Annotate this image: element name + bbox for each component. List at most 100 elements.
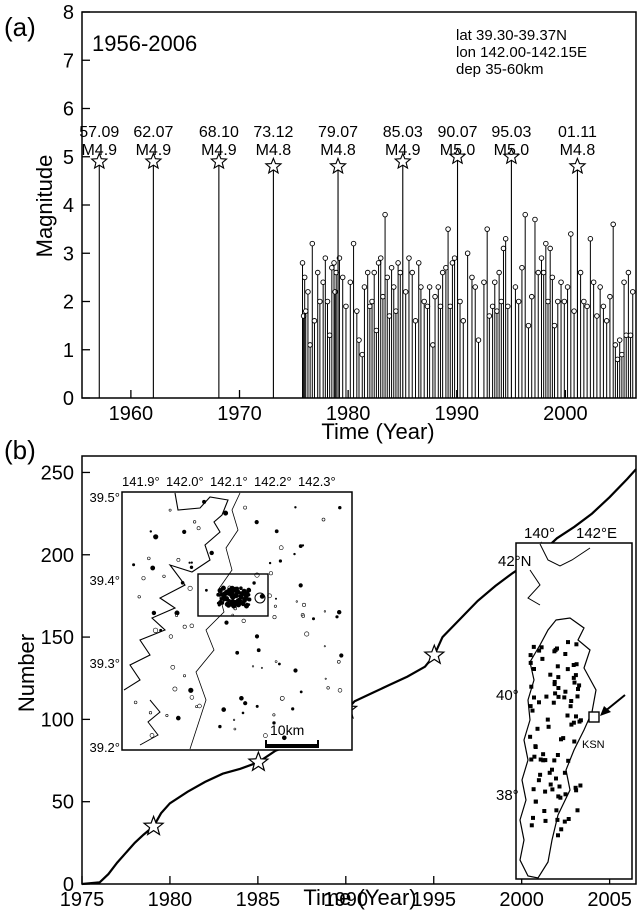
event-point	[393, 308, 399, 314]
study-area-box	[197, 573, 269, 617]
x-tick-label: 1990	[324, 889, 369, 911]
epicenter-dot	[336, 659, 341, 664]
y-tick-label: 1	[63, 340, 74, 362]
local-map-lon-ticks: 141.9° 142.0° 142.1° 142.2° 142.3°	[122, 474, 336, 489]
epicenter-dot	[183, 674, 187, 678]
event-point	[339, 274, 346, 281]
epicenter-dot	[254, 519, 259, 525]
event-point	[373, 327, 380, 334]
cluster-epicenter-dot	[220, 585, 226, 591]
event-point	[299, 260, 306, 266]
event-point	[484, 226, 490, 232]
local-map-lat-tick: 39.3°	[89, 656, 120, 671]
period-label: 1956-2006	[92, 31, 197, 56]
station-marker	[556, 694, 561, 699]
station-marker	[528, 653, 533, 658]
event-point	[356, 337, 362, 343]
x-tick-label: 2000	[499, 889, 544, 911]
epicenter-dot	[301, 614, 305, 618]
epicenter-dot	[277, 662, 281, 666]
epicenter-dot	[189, 623, 195, 628]
station-marker	[572, 739, 577, 744]
event-point	[377, 255, 384, 261]
epicenter-dot	[196, 526, 201, 531]
epicenter-dot	[150, 565, 156, 571]
epicenter-dot	[151, 610, 157, 616]
epicenter-dot	[221, 707, 226, 712]
main-event-date: 85.03	[383, 124, 423, 141]
region-lat: lat 39.30-39.37N	[456, 27, 567, 44]
event-point	[430, 342, 436, 348]
main-event-date: 79.07	[318, 124, 358, 141]
event-point	[600, 303, 607, 310]
event-point	[343, 303, 349, 310]
main-event-date: 90.07	[438, 124, 478, 141]
hokkaido-coastline	[527, 543, 591, 606]
epicenter-dot	[176, 558, 181, 562]
station-marker	[548, 782, 553, 787]
station-marker	[545, 717, 550, 722]
main-event-date: 95.03	[491, 124, 531, 141]
local-map-lat-tick: 39.4°	[89, 573, 120, 588]
station-marker	[550, 787, 555, 792]
main-event-star-icon	[264, 156, 283, 175]
station-marker	[575, 808, 580, 813]
event-point	[587, 236, 594, 242]
cluster-epicenter-dot	[246, 587, 252, 593]
event-point	[451, 255, 458, 261]
event-point	[625, 269, 632, 276]
station-marker	[538, 757, 543, 762]
event-point	[307, 342, 313, 348]
event-point	[303, 308, 309, 314]
event-point	[332, 289, 338, 295]
epicenter-dot	[132, 563, 136, 567]
event-point	[571, 308, 577, 314]
station-marker	[552, 758, 557, 763]
event-point	[496, 269, 502, 276]
station-marker	[550, 767, 554, 772]
station-marker	[574, 788, 579, 793]
event-point	[492, 279, 498, 285]
cluster-epicenter-dot	[221, 601, 225, 605]
event-point	[621, 279, 627, 285]
plot-b-y-label: Number	[14, 634, 39, 712]
epicenter-dot	[133, 700, 138, 705]
station-marker	[578, 718, 583, 723]
x-tick-label: 2000	[543, 403, 588, 425]
epicenter-dot	[299, 690, 303, 694]
epicenter-dot	[168, 508, 172, 512]
epicenter-dot	[147, 556, 151, 561]
y-tick-label: 150	[41, 627, 74, 649]
epicenter-dot	[197, 703, 202, 709]
event-point	[519, 264, 525, 271]
epicenter-dot	[294, 506, 297, 509]
main-event-magnitude: M4.9	[81, 142, 117, 159]
station-marker	[531, 815, 535, 820]
station-marker	[577, 683, 582, 688]
cluster-epicenter-dot	[241, 600, 245, 603]
station-marker	[575, 694, 580, 699]
station-marker	[555, 817, 560, 822]
event-point	[551, 322, 558, 329]
station-marker	[556, 794, 561, 799]
event-point	[324, 298, 331, 305]
y-tick-label: 4	[63, 195, 74, 217]
event-point	[535, 269, 541, 276]
station-marker	[563, 792, 568, 797]
epicenter-dot	[304, 631, 310, 637]
epicenter-dot	[272, 615, 277, 620]
local-map-lon-tick: 142.2°	[254, 474, 292, 489]
y-tick-label: 6	[63, 99, 74, 121]
main-event-date: 68.10	[199, 124, 239, 141]
y-tick-label: 3	[63, 243, 74, 265]
station-marker	[530, 708, 535, 713]
station-marker	[559, 737, 563, 742]
regional-station-map: 140° 142°E 42°N 40° 38° KSN	[496, 525, 633, 880]
station-marker	[537, 700, 541, 705]
regional-map-lat-tick: 42°N	[498, 553, 532, 570]
epicenter-dot	[254, 634, 260, 639]
station-marker	[541, 758, 546, 763]
epicenter-dot	[235, 650, 240, 655]
event-point	[457, 298, 463, 305]
cluster-epicenter-dot	[229, 587, 234, 592]
